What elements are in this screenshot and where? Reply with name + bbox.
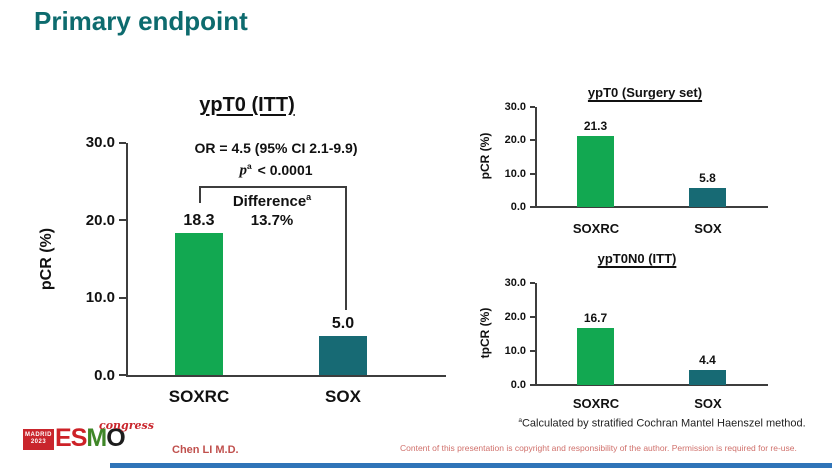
author-name: Chen LI M.D. [172,444,239,456]
x-axis-line [535,206,768,208]
y-tick: 0.0 [480,201,535,213]
bar-column-soxrc: 16.7 [577,283,614,385]
y-axis-line [535,283,537,386]
difference-label: Differencea [232,192,312,210]
bar-soxrc [175,233,223,375]
y-tick: 10.0 [60,289,126,306]
chart-title: ypT0 (ITT) [199,94,295,116]
y-tick: 30.0 [480,101,535,113]
x-label-soxrc: SOXRC [572,396,620,411]
p-value-annotation: pa < 0.0001 [239,161,312,180]
page-title: Primary endpoint [34,6,248,36]
x-label-sox: SOX [694,396,722,411]
bar-soxrc [577,136,614,207]
footnote: aCalculated by stratified Cochran Mantel… [518,417,806,430]
tick-mark [119,141,126,144]
bar-column-sox: 5.0 [319,143,367,375]
tick-mark [530,106,535,108]
y-tick: 30.0 [60,134,126,151]
y-tick: 20.0 [480,134,535,146]
bar-value-label: 21.3 [583,119,608,133]
y-axis-line [126,143,128,377]
chart-title: ypT0 (Surgery set) [587,85,703,100]
esmo-city: MADRID [25,432,52,438]
y-axis-label: pCR (%) [478,132,492,180]
bar-value-label: 5.0 [331,315,355,333]
tick-mark [530,205,535,208]
y-tick: 10.0 [480,345,535,357]
x-axis-line [126,375,446,377]
bar-column-sox: 4.4 [689,283,726,385]
bar-soxrc [577,328,614,385]
tick-mark [119,219,126,222]
chart-title: ypT0N0 (ITT) [597,251,677,266]
tick-mark [119,374,126,377]
bar-value-label: 16.7 [583,311,608,326]
p-symbol: p [239,162,247,179]
x-label-soxrc: SOXRC [168,387,230,406]
esmo-congress-label: congress [99,419,154,432]
y-tick: 20.0 [60,212,126,229]
x-label-sox: SOX [325,387,361,406]
x-label-soxrc: SOXRC [572,221,620,236]
y-axis-ticks: 30.0 20.0 10.0 0.0 [480,101,535,213]
comparison-bracket-horizontal [199,186,347,188]
tick-mark [530,384,535,386]
y-axis-label: pCR (%) [38,227,55,291]
y-tick: 0.0 [480,379,535,391]
y-axis-ticks: 30.0 20.0 10.0 0.0 [480,277,535,391]
bar-sox [319,336,367,375]
copyright-notice: Content of this presentation is copyrigh… [400,443,797,453]
y-tick: 20.0 [480,311,535,323]
bar-column-soxrc: 21.3 [577,107,614,207]
x-axis-line [535,384,768,386]
y-axis-ticks: 30.0 20.0 10.0 0.0 [60,134,126,384]
y-tick: 30.0 [480,277,535,289]
p-value: < 0.0001 [257,161,313,178]
esmo-logo: ESMO [55,424,126,452]
odds-ratio-annotation: OR = 4.5 (95% CI 2.1-9.9) [194,140,358,156]
tick-mark [530,172,535,175]
y-axis-label: tpCR (%) [478,307,492,359]
y-axis-line [535,107,537,208]
bar-sox [689,187,726,207]
x-label-sox: SOX [694,221,722,236]
esmo-year: 2023 [30,439,47,445]
plot-area: 18.3 5.0 [129,143,445,375]
tick-mark [530,316,535,318]
tick-mark [530,139,535,142]
difference-value: 13.7% [250,212,294,229]
plot-area: 21.3 5.8 [538,107,768,207]
bar-value-label: 18.3 [183,212,215,230]
bottom-progress-bar [110,463,832,468]
esmo-madrid-badge: MADRID 2023 [23,429,54,450]
comparison-bracket-right [345,186,347,310]
p-superscript: a [246,161,252,171]
tick-mark [119,296,126,299]
bar-sox [689,370,726,385]
tick-mark [530,282,535,284]
bar-value-label: 5.8 [699,170,716,185]
plot-area: 16.7 4.4 [538,283,768,385]
y-tick: 10.0 [480,168,535,180]
bar-column-sox: 5.8 [689,107,726,207]
y-tick: 0.0 [60,367,126,384]
tick-mark [530,350,535,352]
bar-column-soxrc: 18.3 [175,143,223,375]
comparison-bracket-left [199,186,201,203]
bar-value-label: 4.4 [699,353,716,368]
